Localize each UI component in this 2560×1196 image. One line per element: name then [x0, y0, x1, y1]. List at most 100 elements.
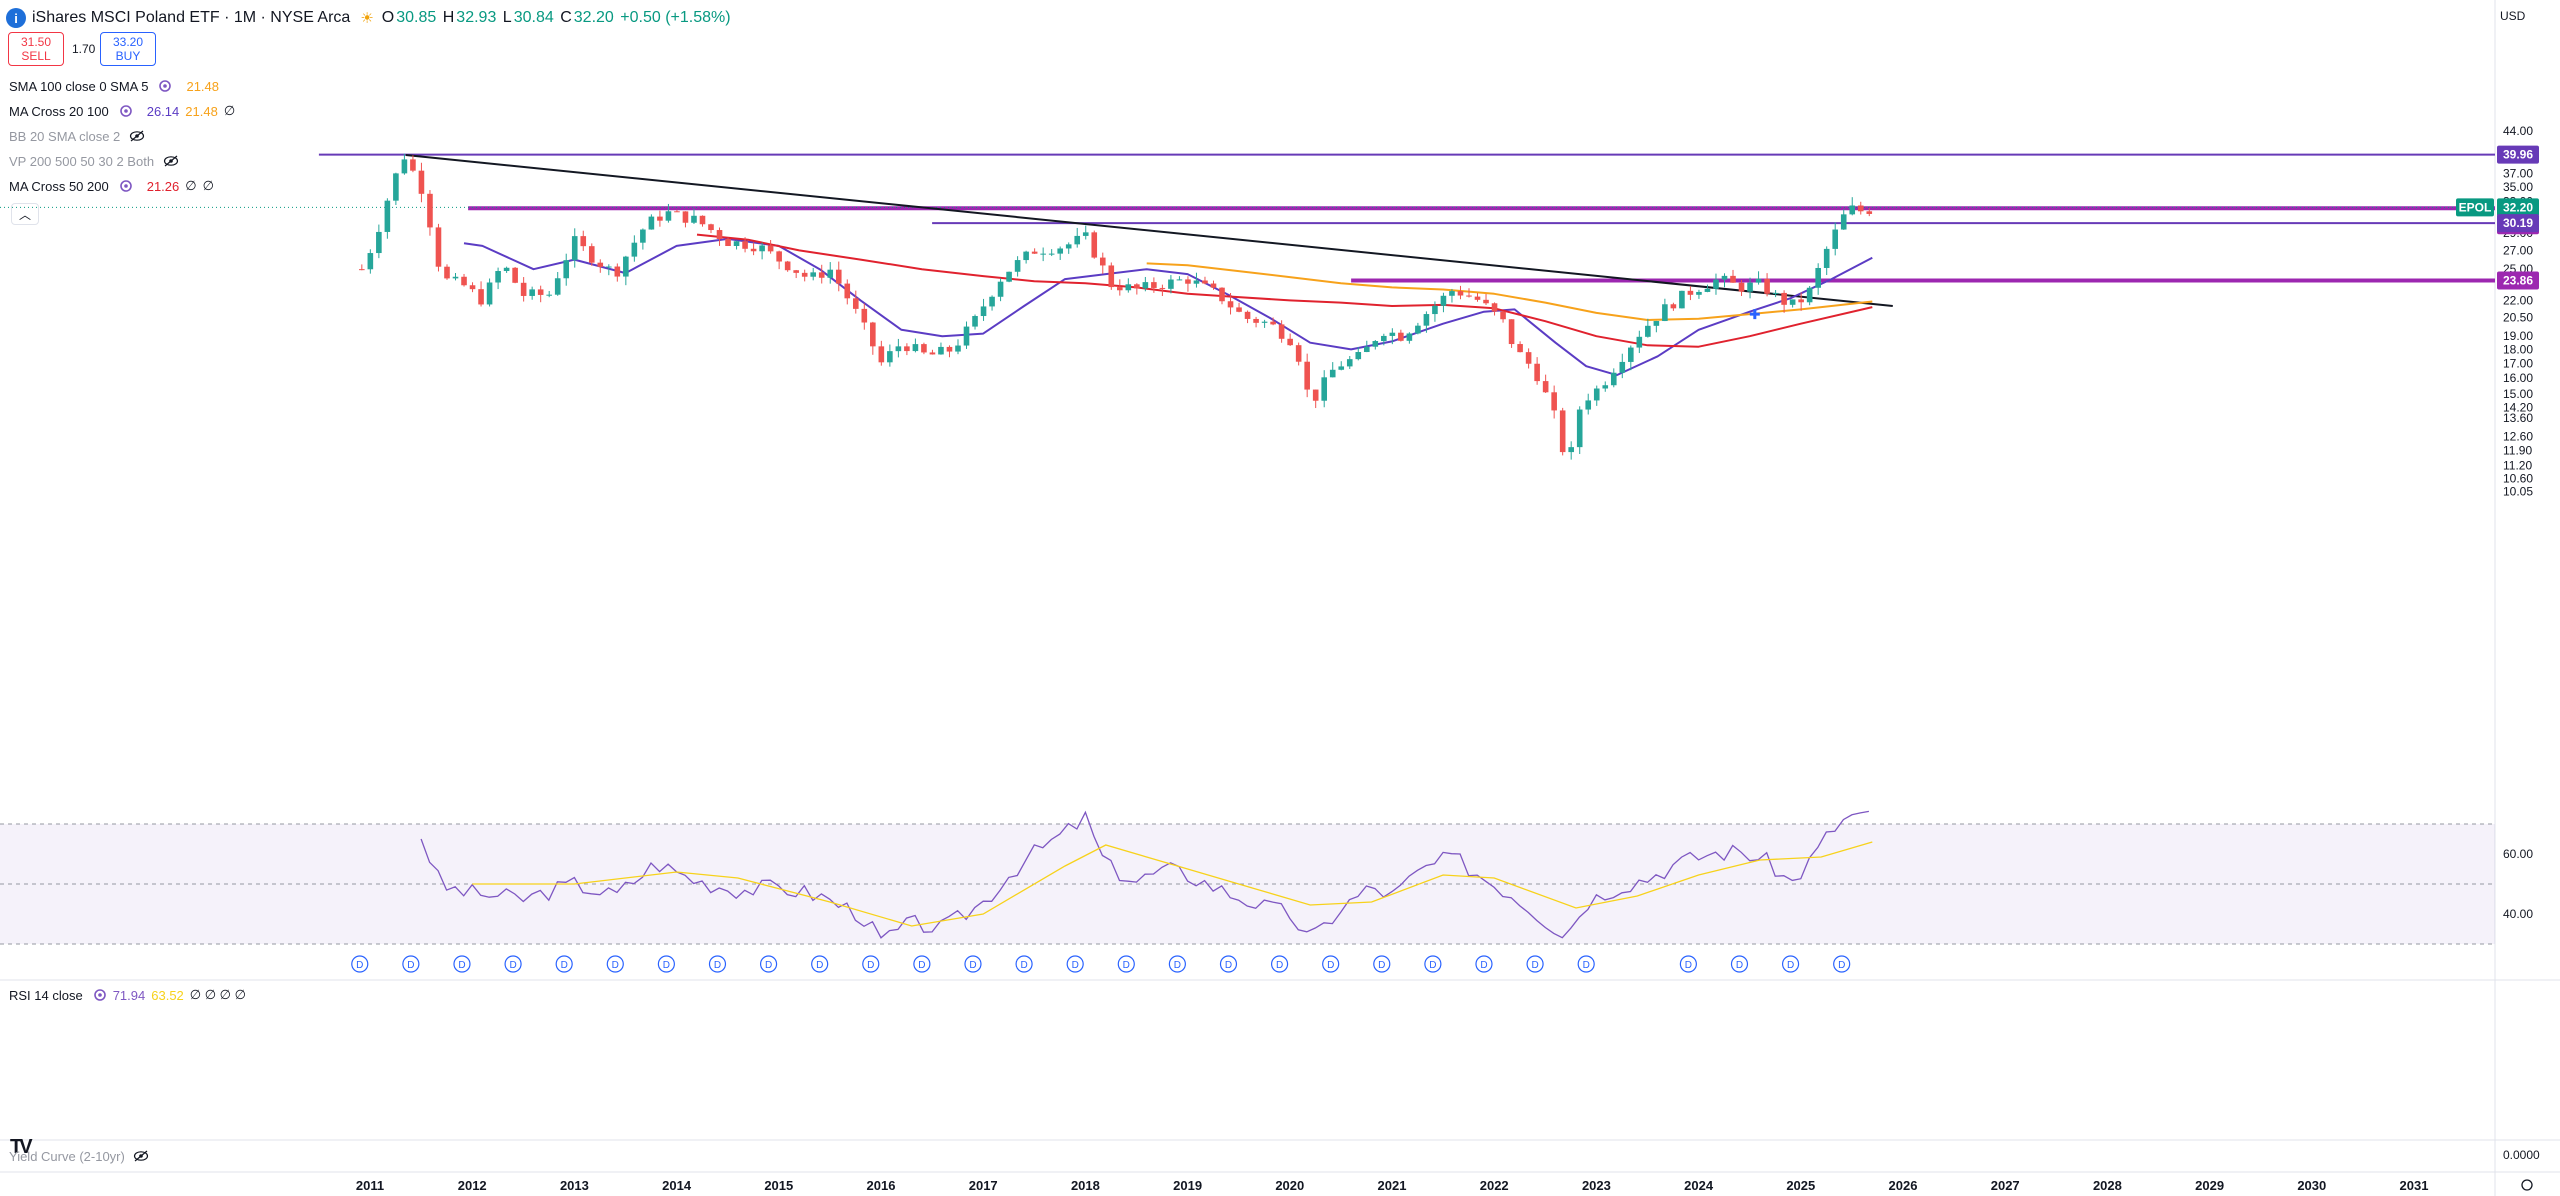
dividend-marker[interactable] — [1475, 955, 1493, 973]
dividend-marker[interactable] — [504, 955, 522, 973]
indicator-name[interactable]: MA Cross 20 100 — [9, 103, 109, 119]
candle-body — [1832, 229, 1839, 249]
dividend-marker[interactable] — [1679, 955, 1697, 973]
dividend-marker[interactable] — [606, 955, 624, 973]
eye-off-icon[interactable] — [162, 154, 180, 168]
dividend-marker[interactable] — [1781, 955, 1800, 973]
dividend-marker[interactable] — [453, 955, 471, 973]
gear-icon[interactable] — [2521, 1179, 2533, 1191]
candle-body — [1202, 280, 1208, 284]
candle-body — [1432, 305, 1438, 315]
candle-body — [759, 245, 765, 252]
sell-button[interactable]: 31.50 SELL — [8, 32, 64, 66]
settings-icon[interactable] — [156, 79, 174, 93]
candle-body — [1610, 372, 1617, 386]
candle-body — [801, 272, 808, 277]
dividend-marker[interactable] — [1577, 955, 1595, 973]
candle-body — [733, 241, 740, 247]
candle-body — [503, 267, 510, 272]
dividend-marker[interactable] — [759, 955, 778, 973]
symbol-title[interactable]: iShares MSCI Poland ETF · 1M · NYSE Arca — [32, 9, 351, 26]
indicator-row[interactable]: MA Cross 20 100 26.14 21.48 ∅ — [9, 101, 235, 121]
candle-body — [657, 216, 663, 221]
candle-body — [1261, 321, 1268, 323]
eye-off-icon[interactable] — [128, 129, 146, 143]
dividend-label: D — [509, 960, 516, 971]
dividend-label: D — [816, 960, 823, 971]
price-label-text: 23.86 — [2503, 274, 2533, 288]
candle-body — [1117, 287, 1123, 291]
buy-button[interactable]: 33.20 BUY — [100, 32, 156, 66]
dividend-marker[interactable] — [1322, 955, 1340, 973]
dividend-marker[interactable] — [1424, 955, 1442, 973]
indicator-row[interactable]: VP 200 500 50 30 2 Both — [9, 151, 186, 171]
dividend-marker[interactable] — [657, 955, 675, 973]
candle-body — [1014, 260, 1021, 272]
dividend-marker[interactable] — [1168, 955, 1186, 973]
indicator-name[interactable]: BB 20 SMA close 2 — [9, 128, 121, 144]
trendline-line[interactable] — [405, 153, 1893, 307]
candle-body — [810, 272, 817, 277]
dividend-marker[interactable] — [913, 955, 931, 973]
dividend-marker[interactable] — [555, 955, 573, 973]
candle-body — [546, 294, 552, 296]
dividend-marker[interactable] — [1833, 955, 1851, 973]
market-hours-sun-icon[interactable]: ☀ — [360, 10, 374, 27]
candle-body — [1542, 381, 1549, 393]
buy-price: 33.20 — [112, 35, 144, 49]
settings-icon[interactable] — [117, 179, 135, 193]
candle-body — [427, 193, 433, 228]
candle-body — [1389, 332, 1396, 336]
collapse-legend-button[interactable]: ︿ — [11, 203, 39, 225]
trendline[interactable] — [405, 153, 1893, 307]
dividend-marker[interactable] — [1526, 955, 1544, 973]
candle-body — [1840, 214, 1847, 230]
eye-off-icon[interactable] — [133, 1150, 149, 1162]
indicator-name[interactable]: MA Cross 50 200 — [9, 178, 109, 194]
candle-body — [1338, 366, 1345, 370]
candle-body — [1048, 253, 1055, 255]
candle-body — [921, 344, 927, 353]
dividend-marker[interactable] — [1270, 955, 1289, 973]
dividend-marker[interactable] — [964, 955, 982, 973]
dividend-marker[interactable] — [708, 955, 727, 973]
candle-body — [1381, 335, 1387, 342]
dividend-marker[interactable] — [351, 955, 369, 973]
indicator-name[interactable]: SMA 100 close 0 SMA 5 — [9, 78, 149, 94]
moving-average-line — [463, 237, 1873, 377]
candles — [359, 153, 1873, 460]
currency-label[interactable]: USD — [2500, 9, 2526, 23]
indicator-name[interactable]: VP 200 500 50 30 2 Both — [9, 153, 155, 169]
dividend-marker[interactable] — [1015, 955, 1033, 973]
price-tick-label: 15.00 — [2503, 387, 2533, 401]
dividend-marker[interactable] — [402, 955, 420, 973]
rsi-label[interactable]: RSI 14 close — [9, 987, 83, 1003]
dividend-marker[interactable] — [1219, 955, 1238, 973]
indicator-row[interactable]: SMA 100 close 0 SMA 5 21.48 — [9, 76, 219, 96]
dividend-marker[interactable] — [1730, 955, 1749, 973]
settings-icon[interactable] — [93, 988, 107, 1002]
dividend-marker[interactable] — [1117, 955, 1135, 973]
candle-body — [1645, 325, 1651, 337]
price-tick-label: 22.00 — [2503, 293, 2533, 307]
settings-icon[interactable] — [117, 104, 135, 118]
candle-body — [1551, 392, 1557, 411]
candle-body — [435, 227, 442, 267]
dividend-marker[interactable] — [862, 955, 880, 973]
price-tick-label: 10.60 — [2503, 472, 2533, 486]
tradingview-logo[interactable]: TV — [10, 1136, 32, 1158]
horizontal-levels[interactable] — [0, 153, 2495, 283]
price-tick-label: 17.00 — [2503, 356, 2533, 370]
dividend-marker[interactable] — [811, 955, 829, 973]
dividend-marker[interactable] — [1066, 955, 1084, 973]
candle-body — [1023, 251, 1029, 261]
yield-curve-label[interactable]: Yield Curve (2-10yr) — [9, 1148, 125, 1164]
candle-body — [1057, 248, 1063, 254]
indicator-row[interactable]: BB 20 SMA close 2 — [9, 126, 152, 146]
dividend-marker[interactable] — [1373, 955, 1391, 973]
indicator-row[interactable]: MA Cross 50 200 21.26 ∅ ∅ — [9, 176, 214, 196]
dividend-label: D — [1072, 960, 1079, 971]
